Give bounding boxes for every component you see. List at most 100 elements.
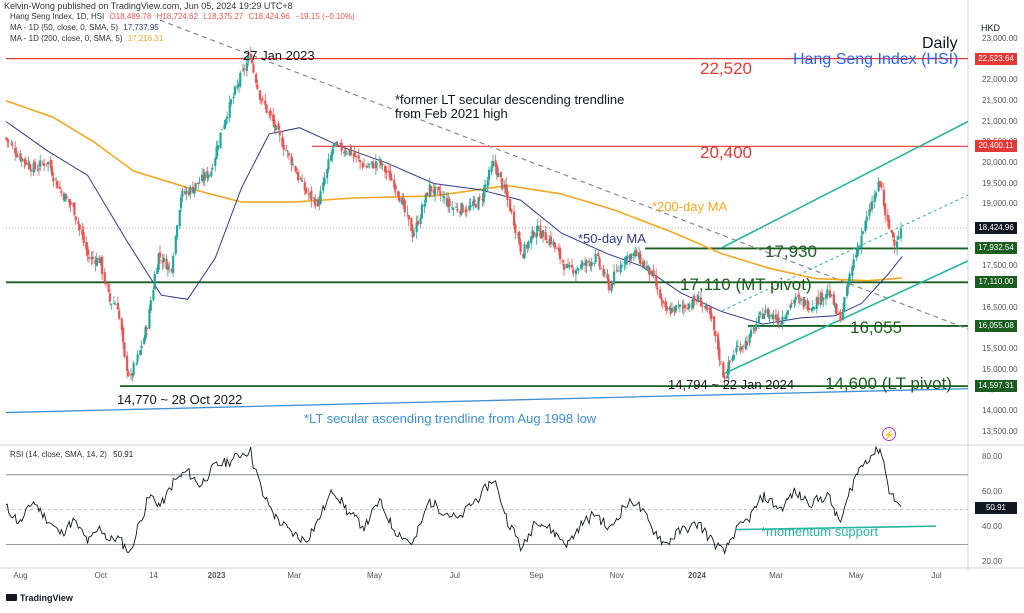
price-tick-label: 16,500.00 xyxy=(982,302,1018,312)
candle-body xyxy=(590,261,593,266)
candle-body xyxy=(518,231,521,244)
candle-body xyxy=(482,188,485,203)
candle-body xyxy=(85,242,88,250)
candle-body xyxy=(877,181,880,192)
candle-body xyxy=(695,299,699,302)
candle-body xyxy=(144,327,147,340)
chart-title: Hang Seng Index (HSI) xyxy=(793,51,959,68)
candle-body xyxy=(727,362,730,375)
time-axis-label: Nov xyxy=(609,571,624,580)
candle-body xyxy=(290,156,293,165)
candle-body xyxy=(291,164,295,166)
candle-body xyxy=(541,230,545,237)
candle-body xyxy=(552,241,555,246)
candle-body xyxy=(368,163,371,165)
candle-body xyxy=(95,257,98,266)
candle-body xyxy=(741,345,745,347)
candle-body xyxy=(473,199,476,203)
candle-body xyxy=(503,184,506,189)
candle-body xyxy=(545,241,549,244)
candle-body xyxy=(790,303,793,304)
candle-body xyxy=(381,163,384,166)
annotation-momentum-support: *momentum support xyxy=(761,524,879,539)
candle-body xyxy=(174,235,177,254)
candle-body xyxy=(358,160,362,163)
price-tick-label: 17,500.00 xyxy=(982,261,1018,271)
candle-body xyxy=(722,362,725,378)
level-label-20400: 20,400 xyxy=(700,143,752,162)
candle-body xyxy=(181,190,184,197)
candle-body xyxy=(207,174,210,178)
candle-body xyxy=(491,161,495,167)
candle-body xyxy=(574,270,578,275)
ma200-legend-name: MA - 1D (200, close, 0, SMA, 5) xyxy=(10,34,123,43)
candle-body xyxy=(193,188,196,194)
price-tick-label: 15,000.00 xyxy=(982,364,1018,374)
candle-body xyxy=(681,305,684,307)
candle-body xyxy=(265,104,268,113)
candle-body xyxy=(505,184,508,193)
candle-body xyxy=(452,208,455,210)
price-tick-label: 20,000.00 xyxy=(982,157,1018,167)
candle-body xyxy=(603,272,606,274)
candle-body xyxy=(806,300,809,310)
candle-body xyxy=(60,191,63,193)
candle-body xyxy=(29,169,33,172)
candle-body xyxy=(899,228,903,239)
candle-body xyxy=(343,151,346,154)
candle-body xyxy=(402,198,405,203)
candle-body xyxy=(701,306,704,307)
candle-body xyxy=(548,238,551,245)
candle-body xyxy=(635,250,638,257)
candle-body xyxy=(483,184,487,191)
candle-body xyxy=(394,185,397,190)
candle-body xyxy=(745,341,749,346)
candle-body xyxy=(499,171,502,178)
candle-body xyxy=(43,163,46,166)
candle-body xyxy=(813,307,816,310)
rsi-line xyxy=(5,445,902,556)
candle-body xyxy=(580,264,583,269)
candle-body xyxy=(372,162,375,169)
rsi-legend: RSI (14, close, SMA, 14, 2) 50.91 xyxy=(10,450,133,459)
candle-body xyxy=(331,149,334,156)
candle-body xyxy=(763,313,766,319)
candle-body xyxy=(512,211,516,226)
candle-body xyxy=(864,221,867,232)
annotation-oct-2022-low: 14,770 ~ 28 Oct 2022 xyxy=(117,392,243,407)
candle-body xyxy=(78,224,81,230)
candle-body xyxy=(168,266,171,268)
candle-body xyxy=(684,304,687,309)
candle-body xyxy=(848,273,851,283)
candle-body xyxy=(786,310,789,315)
price-tick-label: 21,000.00 xyxy=(982,116,1018,126)
candle-body xyxy=(822,297,825,301)
candle-body xyxy=(710,312,713,319)
candle-body xyxy=(269,110,272,116)
candle-body xyxy=(74,216,77,221)
candle-body xyxy=(410,218,413,232)
alert-bolt-icon[interactable]: ⚡ xyxy=(882,427,896,441)
candle-body xyxy=(158,252,162,258)
candle-body xyxy=(162,257,166,262)
candle-body xyxy=(249,54,252,60)
candle-body xyxy=(828,290,832,298)
candle-body xyxy=(826,289,829,297)
tradingview-brand: TradingView xyxy=(6,593,73,603)
symbol-name: Hang Seng Index, 1D, HSI xyxy=(10,12,105,21)
candle-body xyxy=(851,266,854,276)
candle-body xyxy=(211,168,214,170)
candle-body xyxy=(132,363,135,376)
candle-body xyxy=(239,72,242,86)
candle-body xyxy=(526,244,529,249)
ma200-legend: MA - 1D (200, close, 0, SMA, 5) 17,216.3… xyxy=(10,34,163,43)
candle-body xyxy=(607,279,610,291)
candle-body xyxy=(223,124,226,129)
candle-body xyxy=(824,294,828,299)
candle-body xyxy=(236,85,239,88)
candle-body xyxy=(393,180,396,188)
ma50-legend: MA - 1D (50, close, 0, SMA, 5) 17,737.95 xyxy=(10,23,159,32)
candle-body xyxy=(781,316,784,324)
candle-body xyxy=(597,253,600,257)
